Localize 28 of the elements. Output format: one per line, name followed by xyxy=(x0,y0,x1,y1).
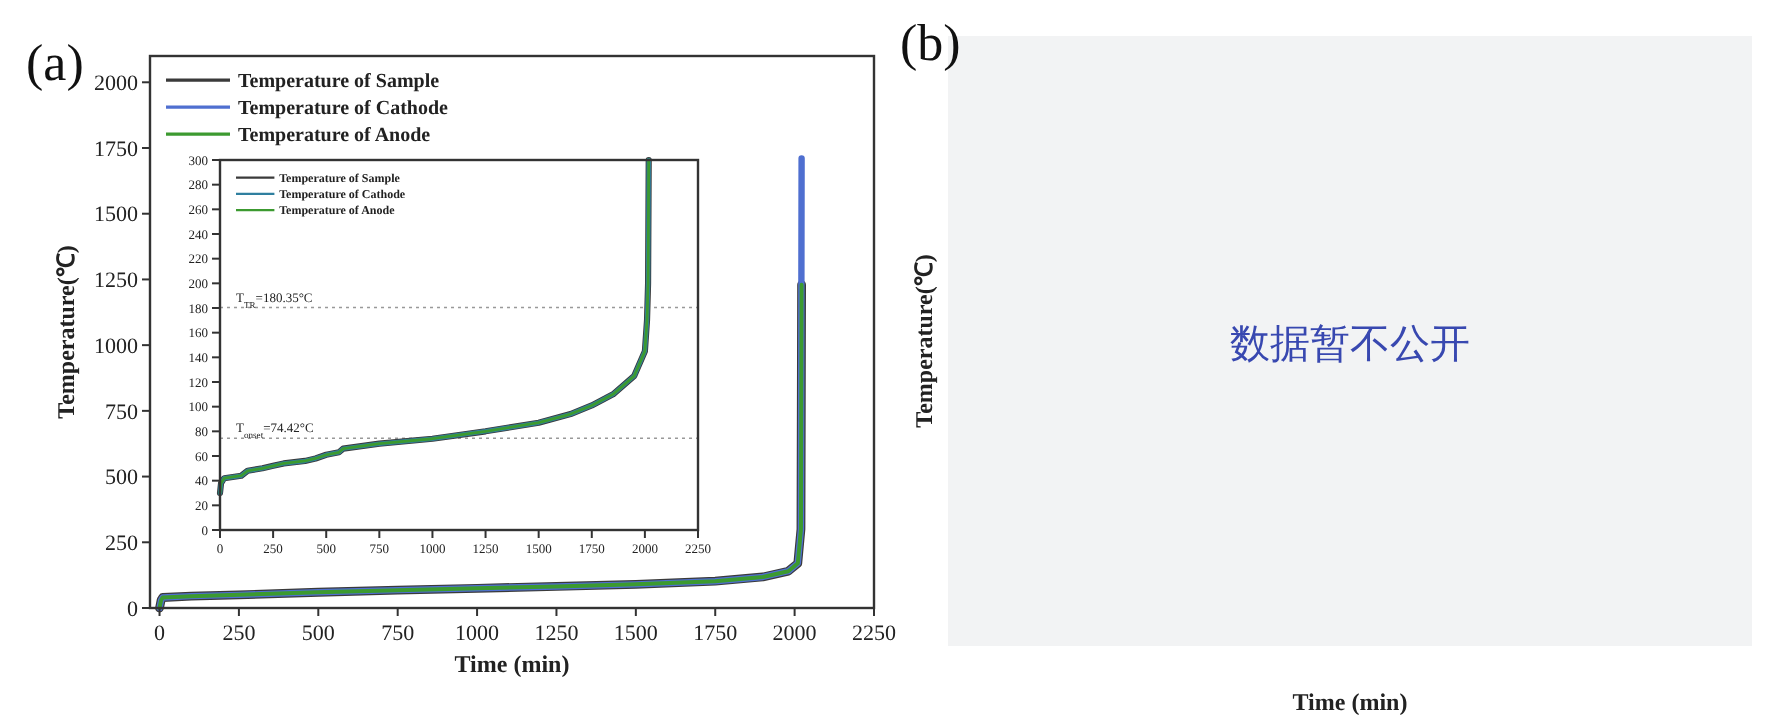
x-tick-label: 500 xyxy=(301,622,336,646)
y-tick-label: 2000 xyxy=(94,71,139,96)
y-tick-label: 1500 xyxy=(94,203,139,228)
y-tick-label: 1250 xyxy=(94,269,139,294)
text: Time (min) xyxy=(1292,688,1408,716)
y-tick-label: 750 xyxy=(105,400,139,425)
x-tick-label: 2250 xyxy=(852,622,897,646)
legend-label: Temperature of Cathode xyxy=(238,98,450,121)
text: (b) xyxy=(900,14,961,72)
x-tick-label: 2000 xyxy=(772,622,818,646)
legend-label: Temperature of Sample xyxy=(238,71,441,94)
y-axis-title: Temperature(℃) xyxy=(52,245,80,419)
x-tick-label: 250 xyxy=(222,622,257,646)
y-tick-label: 1750 xyxy=(94,137,139,162)
text: 数据暂不公开 xyxy=(1230,319,1470,367)
x-tick-label: 1750 xyxy=(693,622,739,646)
chart-title: (a) xyxy=(26,34,84,92)
y-tick-label: 0 xyxy=(127,597,139,622)
text: Temperature(℃) xyxy=(910,254,938,428)
x-tick-label: 1500 xyxy=(613,622,659,646)
x-axis-title: Time (min) xyxy=(454,650,570,678)
x-tick-label: 1250 xyxy=(534,622,580,646)
y-tick-label: 500 xyxy=(105,466,139,491)
x-tick-label: 1000 xyxy=(455,622,501,646)
x-tick-label: 0 xyxy=(154,622,167,646)
legend-label: Temperature of Anode xyxy=(238,125,432,148)
y-tick-label: 1000 xyxy=(94,334,139,359)
x-tick-label: 750 xyxy=(381,622,416,646)
